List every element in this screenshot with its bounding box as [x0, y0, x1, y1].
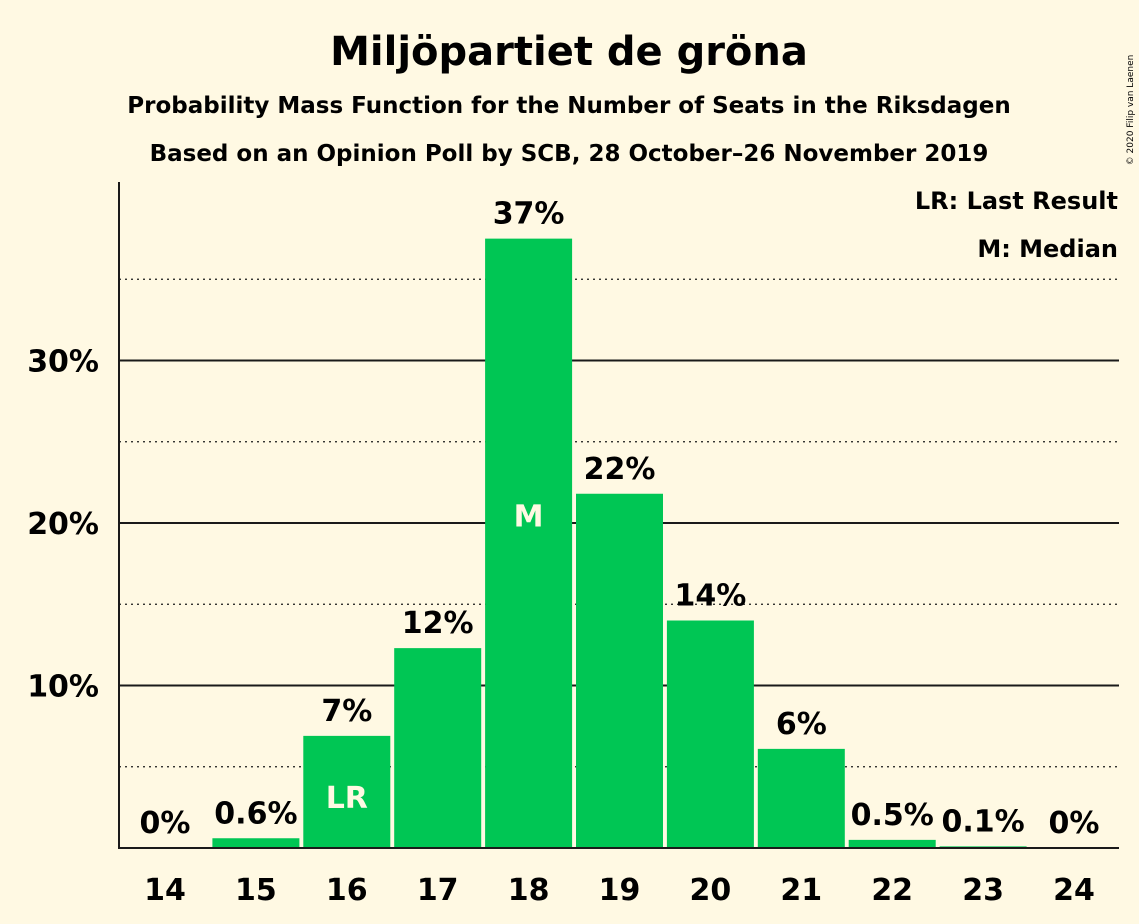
x-tick-label: 23 — [962, 873, 1004, 908]
bar-data-label: 12% — [402, 606, 474, 641]
bar-data-label: 7% — [321, 694, 372, 729]
bar — [757, 748, 845, 848]
bar-data-label: 0.1% — [941, 804, 1024, 839]
bar — [303, 735, 391, 848]
bar-data-label: 6% — [776, 707, 827, 742]
median-marker: M — [514, 499, 544, 534]
chart-title: Miljöpartiet de gröna — [330, 29, 808, 75]
bar-data-label: 14% — [674, 579, 746, 614]
legend-last-result: LR: Last Result — [915, 187, 1118, 215]
x-tick-label: 22 — [871, 873, 913, 908]
bar-data-label: 22% — [584, 452, 656, 487]
bar — [485, 238, 573, 848]
x-tick-label: 15 — [235, 873, 277, 908]
bar — [666, 620, 754, 848]
y-tick-label: 10% — [27, 670, 99, 705]
last-result-marker: LR — [326, 781, 368, 816]
bar-data-label: 0.6% — [214, 796, 297, 831]
y-tick-label: 30% — [27, 345, 99, 380]
x-tick-label: 14 — [144, 873, 186, 908]
x-tick-label: 20 — [690, 873, 732, 908]
x-tick-label: 18 — [508, 873, 550, 908]
legend-median: M: Median — [977, 235, 1118, 263]
bar — [212, 838, 300, 848]
bars: 0% 0.6% 7% 12% 37% 22% 14% 6% 0.5% 0.1% 0% LR M — [140, 197, 1100, 848]
y-tick-labels: 10% 20% 30% — [27, 345, 99, 705]
bar — [394, 648, 482, 848]
bar-data-label: 0% — [140, 806, 191, 841]
x-tick-label: 17 — [417, 873, 459, 908]
bar-data-label: 0% — [1049, 806, 1100, 841]
bar-data-label: 37% — [493, 197, 565, 232]
x-tick-label: 21 — [780, 873, 822, 908]
chart-subtitle-source: Based on an Opinion Poll by SCB, 28 Octo… — [150, 141, 989, 167]
bar — [848, 839, 936, 848]
x-tick-label: 19 — [599, 873, 641, 908]
x-tick-label: 24 — [1053, 873, 1095, 908]
bar — [576, 493, 663, 848]
x-tick-label: 16 — [326, 873, 368, 908]
chart-subtitle: Probability Mass Function for the Number… — [127, 93, 1010, 119]
bar-data-label: 0.5% — [851, 798, 934, 833]
copyright-text: © 2020 Filip van Laenen — [1126, 55, 1136, 166]
x-tick-labels: 14 15 16 17 18 19 20 21 22 23 24 — [144, 873, 1095, 908]
y-tick-label: 20% — [27, 507, 99, 542]
